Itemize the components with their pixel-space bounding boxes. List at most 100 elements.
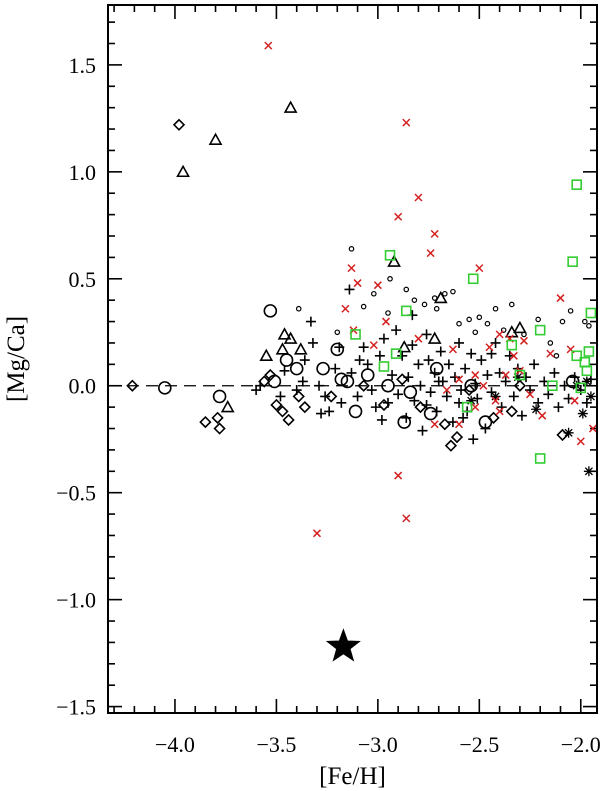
point-square: [567, 256, 578, 267]
point-plus: [374, 350, 385, 361]
point-plus: [334, 342, 345, 353]
point-plus: [454, 337, 465, 348]
point-diamond: [513, 379, 527, 392]
x-tick-label: −2.0: [561, 732, 601, 757]
point-dot: [387, 275, 393, 282]
x-axis-title: [Fe/H]: [319, 763, 386, 790]
point-plus: [458, 412, 469, 423]
point-diamond: [438, 418, 451, 431]
point-asterisk: [531, 404, 542, 415]
point-triangle: [283, 100, 298, 113]
y-tick-label: −1.0: [56, 588, 96, 613]
point-plus: [354, 355, 365, 366]
point-dot: [535, 316, 541, 323]
point-plus: [305, 316, 316, 327]
point-circle: [348, 404, 363, 419]
point-plus: [316, 408, 327, 419]
point-asterisk: [563, 427, 574, 438]
point-plus: [529, 359, 540, 370]
point-circle: [360, 368, 375, 382]
point-plus: [508, 391, 519, 402]
point-plus: [299, 355, 310, 366]
point-dot: [582, 318, 588, 325]
point-triangle: [176, 164, 190, 178]
point-asterisk: [490, 391, 501, 402]
point-plus: [423, 355, 434, 366]
point-circle: [429, 361, 444, 376]
point-plus: [553, 402, 564, 413]
point-circle: [397, 415, 412, 429]
point-plus: [393, 389, 404, 400]
point-plus: [433, 376, 444, 387]
point-diamond: [199, 415, 212, 429]
point-plus: [324, 406, 335, 417]
x-tick-label: −4.0: [155, 732, 195, 757]
point-plus: [480, 423, 491, 434]
point-x: [501, 371, 510, 380]
point-dot: [466, 316, 472, 323]
point-x: [373, 281, 382, 290]
point-x: [264, 41, 273, 50]
point-plus: [275, 391, 286, 402]
point-dot: [421, 301, 428, 308]
point-diamond: [292, 390, 305, 403]
point-dot: [295, 305, 302, 312]
point-diamond: [487, 411, 500, 424]
point-dot: [586, 323, 592, 329]
point-x: [426, 249, 435, 258]
point-plus: [417, 425, 428, 436]
point-x: [454, 420, 464, 429]
point-dot: [484, 320, 491, 327]
point-plus: [421, 329, 432, 340]
point-diamond: [276, 405, 289, 418]
point-diamond: [444, 439, 458, 452]
point-triangle: [427, 331, 442, 344]
point-circle: [212, 389, 227, 404]
point-plus: [413, 359, 424, 370]
point-x: [394, 212, 403, 221]
point-circle: [334, 372, 349, 387]
point-x: [402, 514, 411, 523]
point-x: [442, 385, 451, 395]
point-square: [585, 307, 597, 319]
point-square: [581, 365, 593, 377]
point-circle: [403, 385, 418, 399]
point-plus: [409, 395, 420, 406]
point-asterisk: [466, 395, 477, 406]
point-plus: [352, 391, 363, 402]
point-plus: [581, 397, 592, 408]
point-circle: [565, 374, 580, 389]
point-x: [394, 471, 403, 480]
point-x: [341, 304, 350, 313]
point-plus: [358, 342, 369, 353]
point-square: [514, 369, 526, 381]
point-diamond: [282, 413, 295, 427]
point-circle: [316, 361, 330, 376]
point-triangle: [208, 132, 223, 145]
point-asterisk: [581, 376, 592, 387]
point-plus: [376, 414, 387, 425]
point-x: [369, 341, 378, 350]
point-x: [538, 411, 547, 420]
point-plus: [291, 385, 302, 396]
point-plus: [500, 376, 511, 387]
ticks-layer: −4.0 −3.5 −3.0 −2.5 −2.0 −1.5 −1.0 −0.5 0.0 0.5 1.…: [56, 5, 601, 757]
point-dot: [385, 310, 391, 316]
point-x: [347, 264, 356, 273]
point-dot: [500, 327, 507, 333]
y-tick-label: 1.5: [69, 53, 97, 78]
point-plus: [362, 359, 373, 370]
point-dot: [403, 286, 410, 293]
point-x: [546, 349, 555, 358]
point-plus: [251, 385, 262, 396]
point-plus: [449, 372, 460, 383]
point-diamond: [414, 400, 427, 414]
point-diamond: [264, 368, 277, 382]
point-square: [575, 382, 587, 394]
point-plus: [470, 378, 481, 389]
point-dot: [360, 303, 367, 310]
point-plus: [569, 372, 580, 383]
point-plus: [279, 365, 290, 376]
point-dot: [553, 352, 560, 359]
point-plus: [346, 367, 357, 378]
